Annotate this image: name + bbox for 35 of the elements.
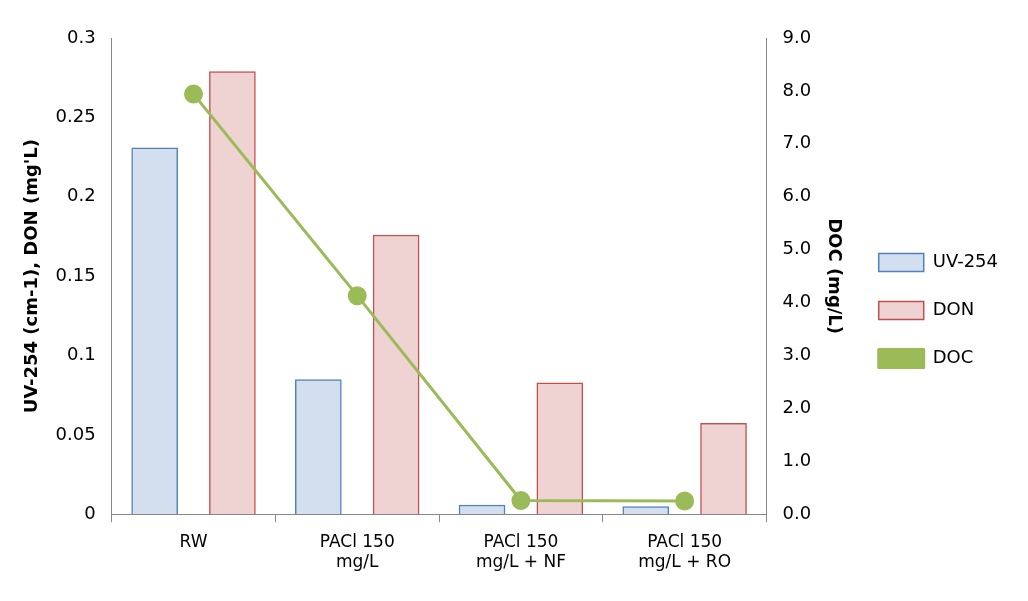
bar (295, 379, 342, 515)
y2-tick-label: 4.0 (782, 290, 812, 312)
bar (622, 506, 670, 515)
legend-label: UV-254 (932, 250, 999, 272)
x-tick-label: PACl 150 mg/L + NF (475, 530, 566, 572)
y2-tick-label: 1.0 (782, 448, 812, 470)
y2-tick-label: 8.0 (782, 78, 812, 100)
bar (458, 504, 506, 515)
y-tick-label: 0.15 (55, 263, 96, 285)
y2-tick-label: 6.0 (782, 184, 812, 206)
legend-label: DON (932, 298, 975, 320)
y-axis-title: UV-254 (cm-1), DON (mg'L) (20, 139, 42, 414)
y-tick-label: 0 (84, 501, 96, 523)
y2-tick-label: 3.0 (782, 343, 812, 365)
y2-tick-label: 0.0 (782, 501, 812, 523)
bar (700, 422, 747, 515)
y2-tick-label: 9.0 (782, 25, 812, 47)
x-tick-label: RW (179, 530, 208, 551)
point (675, 491, 695, 511)
y-tick-label: 0.3 (67, 25, 96, 47)
y2-tick-label: 2.0 (782, 396, 812, 418)
y2-tick-label: 7.0 (782, 131, 812, 153)
point (184, 84, 204, 104)
bar (131, 147, 178, 515)
legend-label: DOC (932, 346, 974, 368)
y-tick-label: 0.05 (55, 422, 96, 444)
point (347, 286, 367, 306)
y-tick-label: 0.1 (67, 343, 96, 365)
y2-tick-label: 5.0 (782, 237, 812, 259)
x-tick-label: PACl 150 mg/L (319, 530, 395, 572)
y-tick-label: 0.25 (55, 105, 96, 127)
y2-axis-title: DOC (mg/L) (825, 218, 847, 335)
x-tick-label: PACl 150 mg/L + RO (638, 530, 732, 572)
y-tick-label: 0.2 (67, 184, 96, 206)
point (511, 490, 531, 510)
